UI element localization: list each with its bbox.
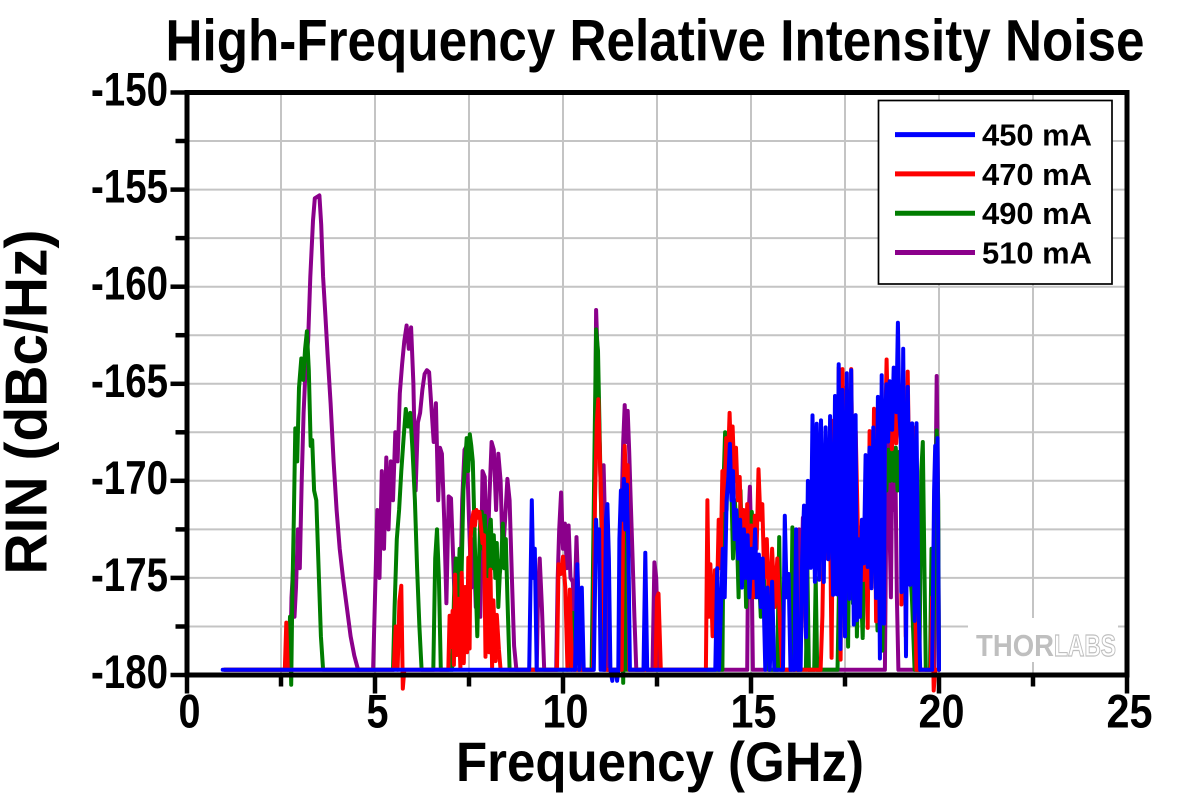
svg-text:-180: -180: [91, 645, 168, 698]
svg-text:-165: -165: [91, 354, 168, 407]
svg-text:THOR: THOR: [976, 628, 1054, 663]
svg-text:High-Frequency Relative Intens: High-Frequency Relative Intensity Noise: [166, 9, 1145, 74]
svg-text:Frequency (GHz): Frequency (GHz): [456, 730, 864, 793]
svg-text:-170: -170: [91, 451, 168, 504]
svg-text:470 mA: 470 mA: [982, 157, 1092, 192]
svg-text:-155: -155: [91, 160, 168, 213]
svg-text:15: 15: [731, 685, 777, 738]
svg-text:-175: -175: [91, 548, 168, 601]
svg-text:450 mA: 450 mA: [982, 118, 1092, 153]
svg-text:10: 10: [543, 685, 589, 738]
svg-text:25: 25: [1107, 685, 1153, 738]
svg-text:-150: -150: [91, 63, 168, 116]
svg-text:490 mA: 490 mA: [982, 196, 1092, 231]
svg-text:RIN (dBc/Hz): RIN (dBc/Hz): [0, 230, 60, 575]
svg-text:510 mA: 510 mA: [982, 236, 1092, 271]
svg-text:LABS: LABS: [1054, 628, 1116, 663]
svg-text:0: 0: [179, 685, 201, 738]
svg-text:-160: -160: [91, 257, 168, 310]
svg-text:20: 20: [919, 685, 965, 738]
svg-text:5: 5: [367, 685, 389, 738]
